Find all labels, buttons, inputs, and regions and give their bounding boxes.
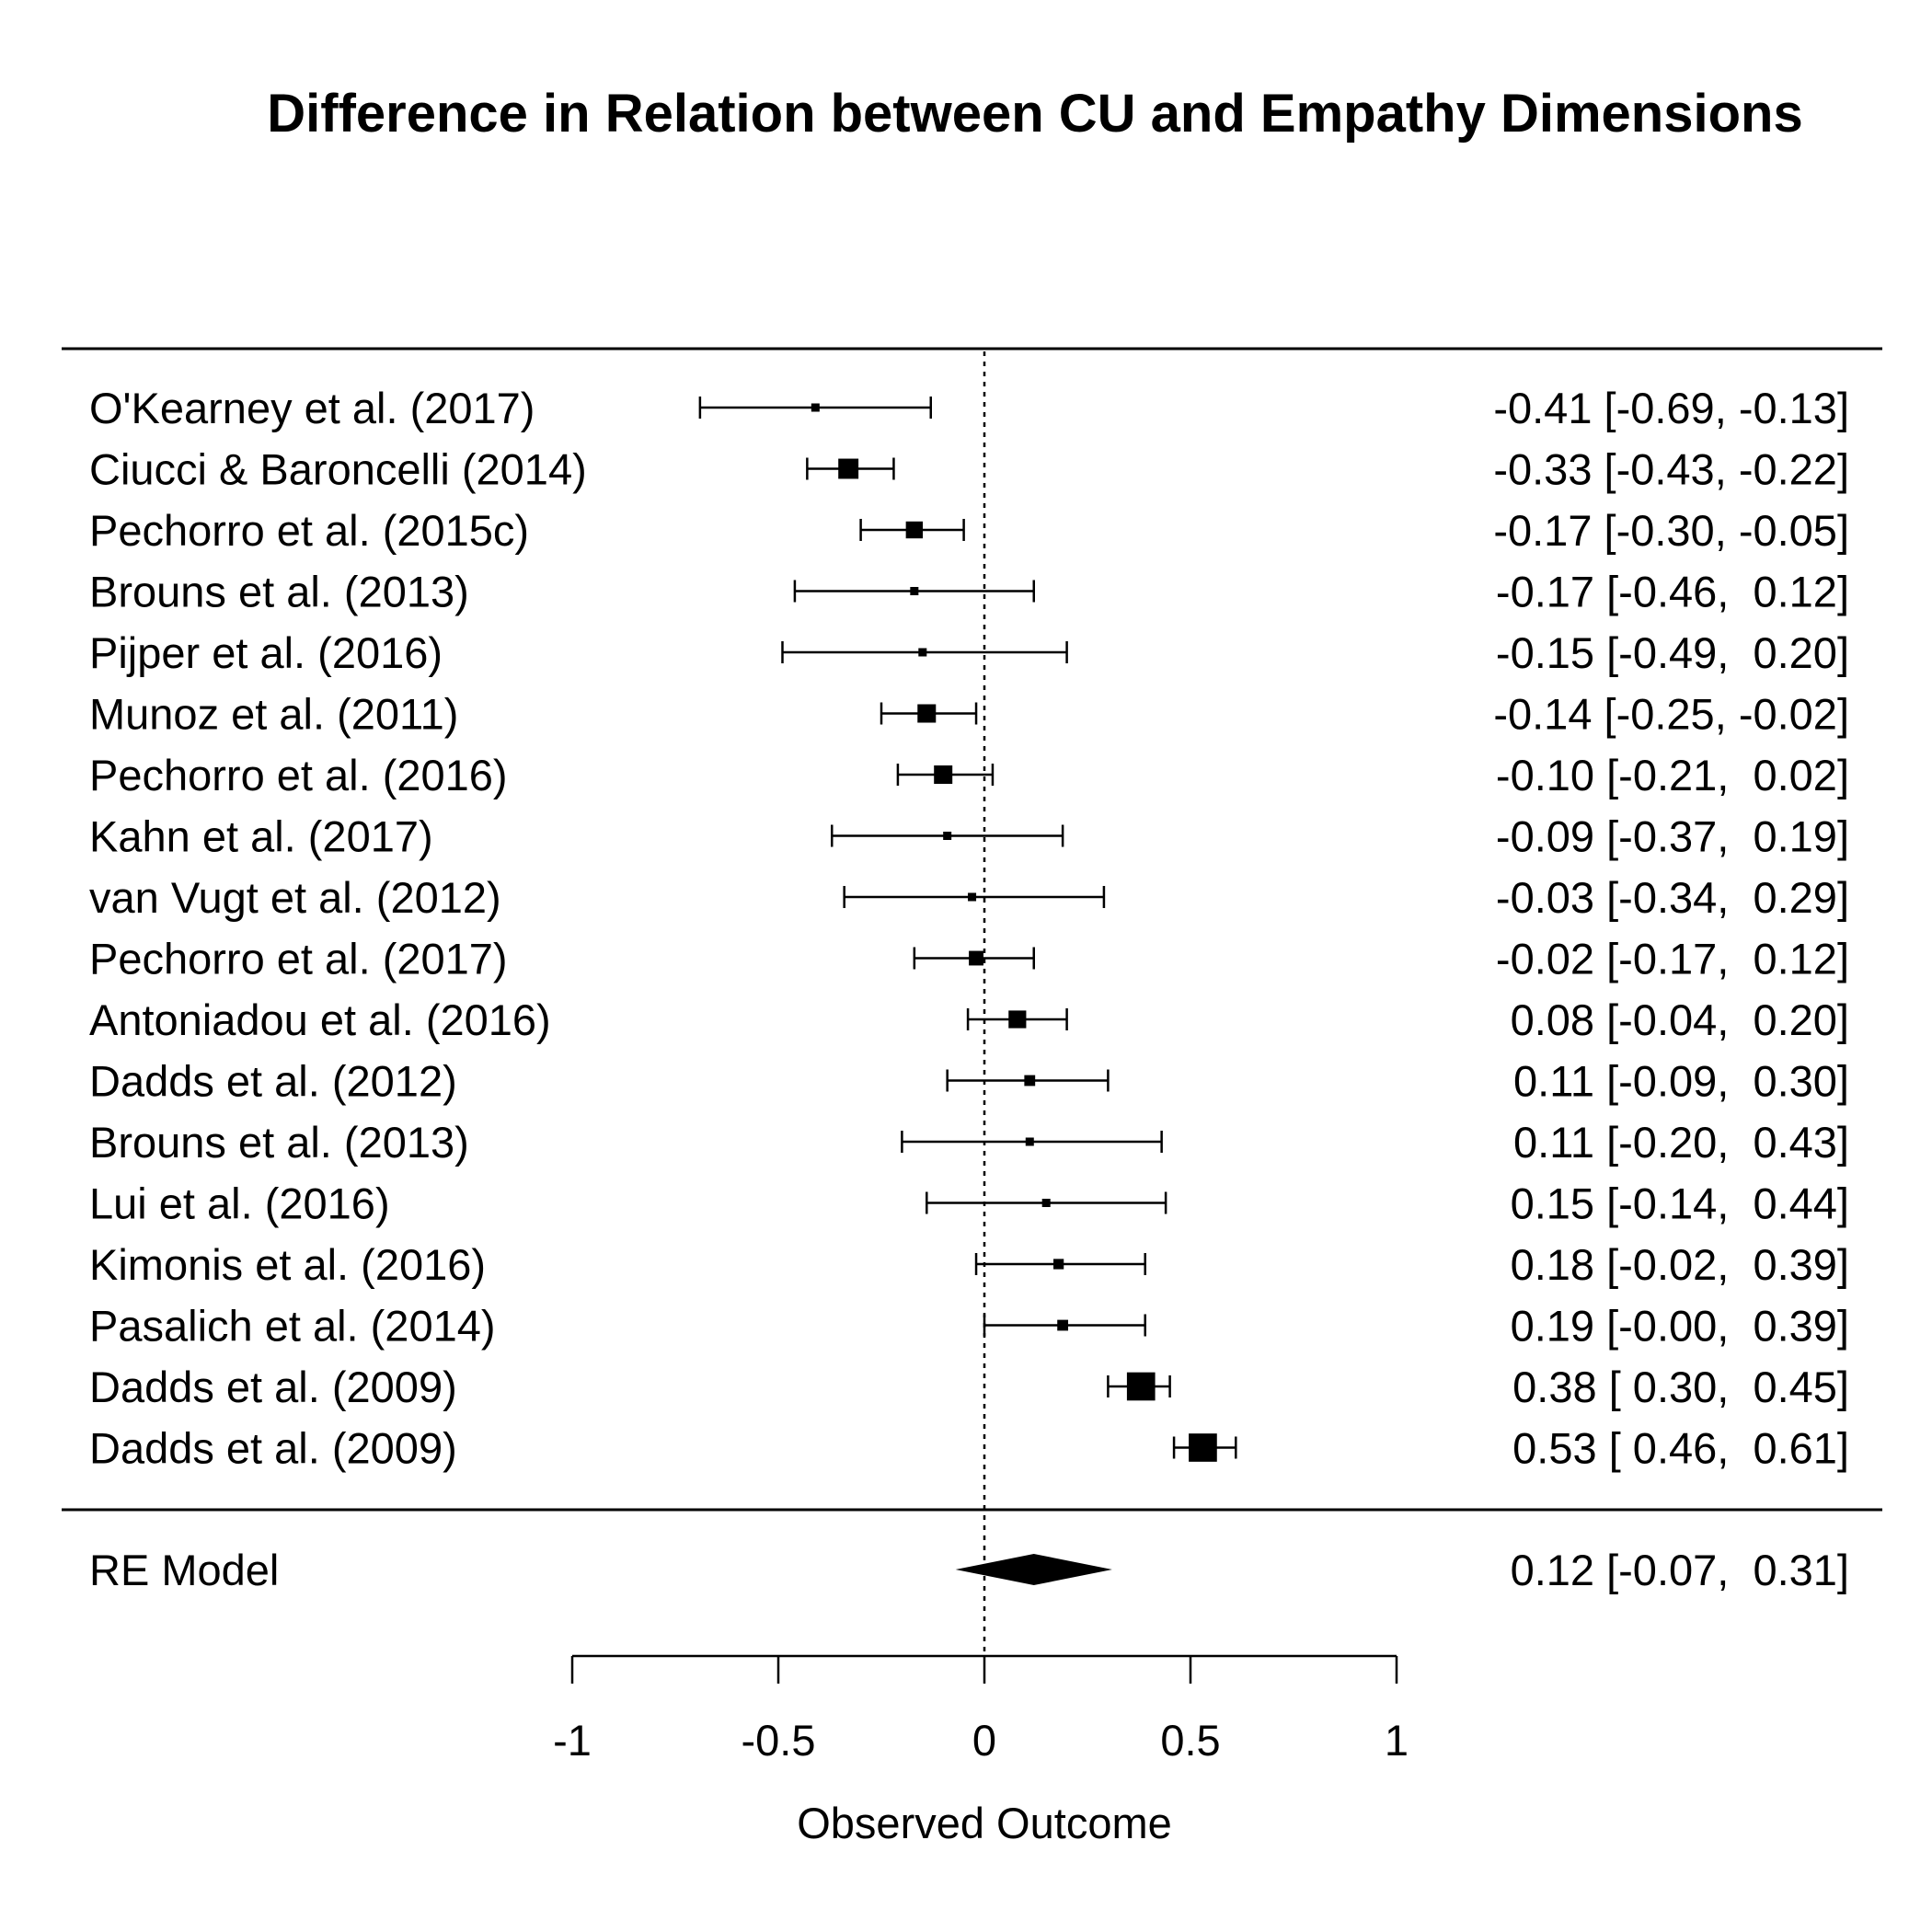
study-label: Lui et al. (2016) [89, 1179, 390, 1228]
study-ci-text: -0.15 [-0.49, 0.20] [1496, 628, 1849, 677]
point-estimate [1057, 1319, 1069, 1331]
study-label: Ciucci & Baroncelli (2014) [89, 445, 587, 494]
point-estimate [934, 765, 953, 784]
study-label: van Vugt et al. (2012) [89, 873, 501, 922]
study-ci-text: -0.03 [-0.34, 0.29] [1496, 873, 1849, 922]
summary-label: RE Model [89, 1546, 279, 1594]
study-row: Kahn et al. (2017) -0.09 [-0.37, 0.19] [89, 812, 1849, 861]
study-label: Brouns et al. (2013) [89, 1118, 469, 1167]
study-label: Pasalich et al. (2014) [89, 1302, 496, 1351]
point-estimate [1025, 1137, 1034, 1146]
point-estimate [917, 704, 937, 723]
study-row: Ciucci & Baroncelli (2014) -0.33 [-0.43, … [89, 445, 1849, 494]
study-ci-text: -0.02 [-0.17, 0.12] [1496, 935, 1849, 983]
study-row: Pasalich et al. (2014) 0.19 [-0.00, 0.39] [89, 1302, 1849, 1351]
point-estimate [918, 648, 927, 657]
x-axis: -1 -0.5 0 0.5 1 [553, 1654, 1409, 1765]
study-label: Pechorro et al. (2017) [89, 935, 508, 983]
study-ci-text: -0.09 [-0.37, 0.19] [1496, 812, 1849, 861]
study-row: Dadds et al. (2012) 0.11 [-0.09, 0.30] [89, 1057, 1849, 1106]
study-ci-text: 0.19 [-0.00, 0.39] [1511, 1302, 1849, 1351]
study-label: Pechorro et al. (2016) [89, 751, 508, 799]
study-row: Munoz et al. (2011) -0.14 [-0.25, -0.02] [89, 690, 1849, 739]
point-estimate [1189, 1433, 1217, 1462]
point-estimate [910, 587, 919, 595]
x-tick-label: 0 [972, 1716, 996, 1765]
study-row: Kimonis et al. (2016) 0.18 [-0.02, 0.39] [89, 1240, 1849, 1289]
point-estimate [1008, 1010, 1027, 1029]
study-row: van Vugt et al. (2012) -0.03 [-0.34, 0.29… [89, 873, 1849, 922]
study-ci-text: -0.33 [-0.43, -0.22] [1493, 445, 1849, 494]
point-estimate [811, 403, 820, 412]
study-ci-text: 0.15 [-0.14, 0.44] [1511, 1179, 1849, 1228]
study-ci-text: 0.18 [-0.02, 0.39] [1511, 1240, 1849, 1289]
study-label: Pechorro et al. (2015c) [89, 506, 529, 555]
point-estimate [943, 832, 952, 840]
study-label: Antoniadou et al. (2016) [89, 995, 551, 1044]
summary-diamond [955, 1554, 1112, 1585]
study-row: Antoniadou et al. (2016) 0.08 [-0.04, 0.2… [89, 995, 1849, 1044]
point-estimate [838, 458, 859, 479]
study-ci-text: 0.11 [-0.09, 0.30] [1513, 1057, 1849, 1106]
point-estimate [1024, 1075, 1036, 1087]
summary-ci-text: 0.12 [-0.07, 0.31] [1511, 1546, 1849, 1594]
x-tick-label: -1 [553, 1716, 592, 1765]
point-estimate [1041, 1199, 1051, 1207]
study-ci-text: -0.10 [-0.21, 0.02] [1496, 751, 1849, 799]
study-row: Dadds et al. (2009) 0.38 [ 0.30, 0.45] [89, 1363, 1849, 1411]
study-row: Brouns et al. (2013) 0.11 [-0.20, 0.43] [89, 1118, 1849, 1167]
x-axis-title: Observed Outcome [797, 1799, 1172, 1847]
study-row: O'Kearney et al. (2017) -0.41 [-0.69, -0.… [89, 384, 1849, 432]
study-rows: O'Kearney et al. (2017) -0.41 [-0.69, -0.… [89, 384, 1849, 1473]
x-tick-label: -0.5 [742, 1716, 816, 1765]
study-ci-text: 0.08 [-0.04, 0.20] [1511, 995, 1849, 1044]
study-ci-text: 0.53 [ 0.46, 0.61] [1512, 1424, 1849, 1473]
study-ci-text: -0.14 [-0.25, -0.02] [1493, 690, 1849, 739]
study-row: Pechorro et al. (2017) -0.02 [-0.17, 0.12… [89, 935, 1849, 983]
point-estimate [1053, 1259, 1064, 1270]
study-label: O'Kearney et al. (2017) [89, 384, 535, 432]
study-label: Munoz et al. (2011) [89, 690, 458, 739]
study-ci-text: 0.11 [-0.20, 0.43] [1513, 1118, 1849, 1167]
study-label: Dadds et al. (2012) [89, 1057, 457, 1106]
summary-row: RE Model 0.12 [-0.07, 0.31] [89, 1546, 1849, 1594]
study-row: Pijper et al. (2016) -0.15 [-0.49, 0.20] [89, 628, 1849, 677]
study-label: Kimonis et al. (2016) [89, 1240, 486, 1289]
point-estimate [1126, 1372, 1156, 1401]
study-row: Dadds et al. (2009) 0.53 [ 0.46, 0.61] [89, 1424, 1849, 1473]
chart-title: Difference in Relation between CU and Em… [267, 84, 1802, 144]
study-label: Dadds et al. (2009) [89, 1424, 457, 1473]
study-row: Pechorro et al. (2016) -0.10 [-0.21, 0.02… [89, 751, 1849, 799]
study-row: Pechorro et al. (2015c) -0.17 [-0.30, -0.… [89, 506, 1849, 555]
study-label: Kahn et al. (2017) [89, 812, 433, 861]
point-estimate [969, 950, 983, 966]
study-label: Dadds et al. (2009) [89, 1363, 457, 1411]
x-tick-label: 1 [1385, 1716, 1409, 1765]
point-estimate [905, 521, 924, 539]
x-tick-label: 0.5 [1160, 1716, 1220, 1765]
study-ci-text: 0.38 [ 0.30, 0.45] [1512, 1363, 1849, 1411]
study-ci-text: -0.17 [-0.46, 0.12] [1496, 568, 1849, 616]
study-label: Pijper et al. (2016) [89, 628, 443, 677]
study-label: Brouns et al. (2013) [89, 568, 469, 616]
study-row: Brouns et al. (2013) -0.17 [-0.46, 0.12] [89, 568, 1849, 616]
study-row: Lui et al. (2016) 0.15 [-0.14, 0.44] [89, 1179, 1849, 1228]
point-estimate [968, 892, 977, 902]
study-ci-text: -0.41 [-0.69, -0.13] [1493, 384, 1849, 432]
study-ci-text: -0.17 [-0.30, -0.05] [1493, 506, 1849, 555]
